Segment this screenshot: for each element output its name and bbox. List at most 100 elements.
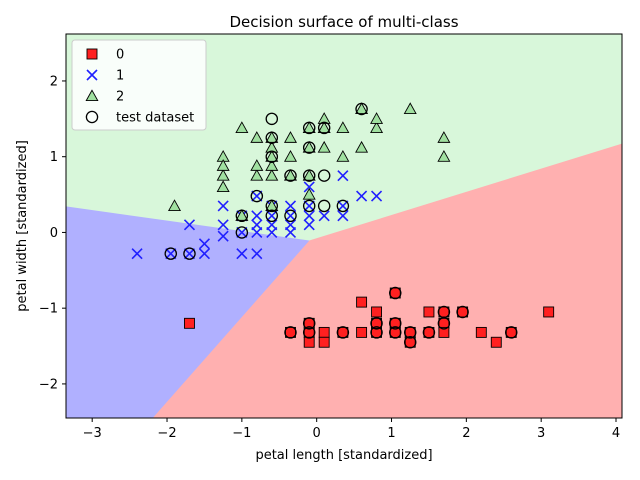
point-3	[183, 247, 196, 260]
y-axis-label: petal width [standardized]	[15, 140, 30, 312]
point-3	[265, 131, 279, 145]
point-1	[236, 248, 248, 260]
point-3	[317, 121, 331, 135]
point-0	[318, 336, 330, 348]
point-1	[284, 210, 297, 222]
point-0	[404, 336, 416, 348]
point-1	[284, 200, 297, 212]
x-axis-label: petal length [standardized]	[255, 448, 432, 463]
point-3	[302, 141, 316, 154]
point-2	[355, 102, 369, 115]
point-0	[184, 317, 195, 329]
point-0	[285, 326, 296, 338]
point-0	[303, 336, 315, 348]
point-2	[437, 131, 451, 143]
point-3	[265, 209, 279, 223]
point-0	[438, 317, 450, 329]
point-2	[336, 150, 350, 162]
point-1	[337, 170, 349, 182]
point-2	[216, 180, 230, 193]
point-3	[504, 326, 518, 339]
point-3	[355, 102, 368, 116]
point-0	[543, 306, 555, 318]
point-2	[302, 187, 316, 200]
point-2	[265, 150, 279, 162]
point-3	[284, 169, 297, 182]
point-1	[131, 248, 143, 260]
point-3	[370, 317, 383, 330]
point-1	[251, 210, 263, 222]
point-3	[370, 326, 383, 339]
point-2	[250, 168, 264, 181]
series-3	[164, 102, 518, 349]
point-0	[505, 326, 517, 338]
point-1	[251, 248, 263, 260]
point-1	[266, 210, 278, 222]
point-2	[265, 159, 279, 171]
point-0	[438, 306, 450, 318]
point-3	[403, 336, 417, 349]
point-1	[251, 219, 263, 231]
legend-marker-1	[86, 69, 98, 81]
y-tick-label: 2	[50, 74, 58, 89]
point-3	[422, 326, 436, 339]
point-1	[251, 190, 263, 202]
point-2	[317, 112, 331, 124]
point-3	[302, 317, 316, 330]
point-2	[250, 131, 264, 143]
plot-frame	[65, 33, 623, 419]
point-3	[389, 317, 402, 330]
point-2	[235, 121, 249, 133]
point-3	[302, 326, 316, 339]
point-2	[216, 168, 230, 181]
point-3	[235, 209, 249, 223]
point-0	[423, 306, 435, 318]
point-2	[403, 102, 417, 115]
point-2	[302, 168, 316, 181]
point-3	[317, 199, 331, 213]
x-tick-label: −3	[83, 426, 102, 441]
point-3	[284, 209, 297, 223]
point-0	[337, 326, 349, 338]
y-axis-ticks: −2 −1 0 1 2	[39, 74, 66, 392]
point-1	[183, 219, 196, 231]
point-3	[302, 169, 316, 182]
point-3	[302, 199, 316, 213]
point-0	[490, 336, 502, 348]
y-tick-label: 1	[50, 150, 58, 165]
point-3	[389, 286, 402, 300]
x-tick-label: 4	[612, 426, 620, 441]
legend-label: test dataset	[116, 111, 194, 126]
point-2	[265, 131, 279, 143]
x-tick-label: 3	[537, 426, 545, 441]
point-3	[403, 326, 417, 339]
point-2	[355, 140, 369, 153]
legend-marker-0	[86, 48, 98, 60]
point-3	[265, 199, 279, 213]
point-0	[371, 306, 383, 318]
legend: 0 1 2 test dataset	[71, 39, 207, 131]
point-1	[303, 181, 315, 193]
point-3	[284, 326, 297, 339]
point-1	[303, 210, 315, 222]
legend-box	[71, 39, 207, 131]
point-2	[235, 209, 249, 221]
point-0	[389, 287, 401, 299]
point-3	[164, 247, 178, 260]
point-3	[265, 150, 279, 163]
point-3	[235, 226, 249, 239]
point-1	[217, 200, 229, 212]
point-1	[183, 248, 196, 260]
legend-marker-2	[85, 89, 99, 102]
x-tick-label: 0	[313, 426, 321, 441]
point-1	[337, 200, 349, 212]
point-0	[423, 326, 435, 338]
point-3	[336, 326, 350, 339]
point-3	[389, 326, 402, 339]
point-2	[216, 159, 230, 171]
point-1	[284, 219, 297, 231]
chart-title: Decision surface of multi-class	[229, 13, 458, 31]
point-3	[317, 169, 331, 182]
point-2	[437, 150, 451, 162]
point-2	[317, 121, 331, 133]
